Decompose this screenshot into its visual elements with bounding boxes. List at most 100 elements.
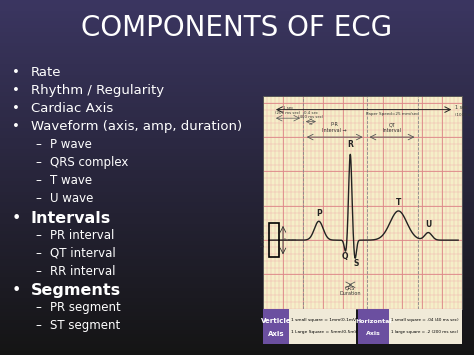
Text: S: S bbox=[354, 259, 359, 268]
Bar bbox=[0, 273, 474, 277]
Bar bbox=[0, 96, 474, 99]
Text: U: U bbox=[425, 220, 431, 229]
Text: P-R
Interval →: P-R Interval → bbox=[322, 122, 347, 133]
Bar bbox=[0, 227, 474, 231]
Bar bbox=[0, 217, 474, 220]
Bar bbox=[0, 241, 474, 245]
Text: –: – bbox=[36, 265, 41, 278]
Text: PR interval: PR interval bbox=[50, 229, 114, 242]
Bar bbox=[0, 185, 474, 188]
Bar bbox=[0, 348, 474, 351]
Bar bbox=[358, 309, 389, 344]
Text: 5 mm: 5 mm bbox=[284, 238, 296, 242]
Bar bbox=[0, 163, 474, 167]
Text: QRS complex: QRS complex bbox=[50, 156, 128, 169]
Text: T wave: T wave bbox=[50, 174, 92, 187]
Bar bbox=[0, 213, 474, 217]
Bar bbox=[0, 153, 474, 156]
Bar bbox=[0, 121, 474, 124]
Bar bbox=[0, 334, 474, 337]
Text: R: R bbox=[347, 140, 353, 149]
Text: Horizontal: Horizontal bbox=[356, 319, 392, 324]
Bar bbox=[0, 28, 474, 32]
Text: •: • bbox=[12, 84, 20, 97]
Text: –: – bbox=[36, 301, 41, 314]
Text: QRS
Duration: QRS Duration bbox=[339, 285, 361, 296]
Bar bbox=[0, 266, 474, 270]
Bar bbox=[0, 259, 474, 263]
Text: 1 small square = 1mm(0.1mV): 1 small square = 1mm(0.1mV) bbox=[291, 317, 357, 322]
Bar bbox=[0, 99, 474, 103]
Bar bbox=[0, 67, 474, 71]
Text: Axis: Axis bbox=[366, 331, 381, 336]
Text: PR segment: PR segment bbox=[50, 301, 120, 314]
Bar bbox=[0, 341, 474, 344]
Bar bbox=[0, 170, 474, 174]
Bar bbox=[0, 298, 474, 302]
Bar bbox=[0, 131, 474, 135]
Bar bbox=[0, 124, 474, 128]
Bar bbox=[0, 178, 474, 181]
Bar bbox=[0, 280, 474, 284]
Bar bbox=[0, 82, 474, 85]
Bar bbox=[0, 92, 474, 96]
Text: Q: Q bbox=[341, 252, 348, 261]
Bar bbox=[0, 138, 474, 142]
Bar bbox=[0, 128, 474, 131]
Bar bbox=[0, 316, 474, 320]
Bar bbox=[0, 11, 474, 14]
Bar bbox=[0, 188, 474, 192]
Bar bbox=[0, 0, 474, 4]
Text: COMPONENTS OF ECG: COMPONENTS OF ECG bbox=[82, 14, 392, 42]
Text: •: • bbox=[12, 211, 21, 225]
Bar bbox=[0, 36, 474, 39]
Bar bbox=[389, 309, 462, 344]
Text: P wave: P wave bbox=[50, 138, 91, 151]
Bar bbox=[0, 149, 474, 153]
Bar bbox=[0, 7, 474, 11]
Bar bbox=[0, 284, 474, 288]
Bar bbox=[0, 167, 474, 170]
Bar bbox=[0, 309, 474, 312]
Bar bbox=[0, 43, 474, 46]
Bar bbox=[0, 224, 474, 227]
Bar bbox=[0, 25, 474, 28]
Bar bbox=[0, 220, 474, 224]
Bar bbox=[0, 146, 474, 149]
Text: •: • bbox=[12, 283, 21, 298]
Bar bbox=[0, 351, 474, 355]
Bar bbox=[0, 302, 474, 305]
Bar bbox=[0, 75, 474, 78]
Bar bbox=[0, 14, 474, 18]
Bar bbox=[0, 312, 474, 316]
Bar bbox=[0, 231, 474, 234]
Text: RR interval: RR interval bbox=[50, 265, 115, 278]
Bar bbox=[0, 46, 474, 50]
Bar bbox=[0, 50, 474, 53]
Text: 1 sec
(200 ms sec): 1 sec (200 ms sec) bbox=[275, 106, 301, 115]
Bar bbox=[0, 135, 474, 138]
Bar bbox=[0, 327, 474, 330]
Bar bbox=[0, 4, 474, 7]
Text: Axis: Axis bbox=[268, 331, 284, 337]
Text: Rhythm / Regularity: Rhythm / Regularity bbox=[31, 84, 164, 97]
Bar bbox=[0, 337, 474, 341]
Text: •: • bbox=[12, 102, 20, 115]
Text: QT
Interval: QT Interval bbox=[383, 122, 402, 133]
Text: •: • bbox=[12, 120, 20, 133]
Bar bbox=[0, 181, 474, 185]
Text: Intervals: Intervals bbox=[31, 211, 111, 225]
Bar bbox=[0, 103, 474, 106]
Text: U wave: U wave bbox=[50, 192, 93, 206]
Bar bbox=[0, 57, 474, 60]
Bar bbox=[0, 263, 474, 266]
Bar bbox=[0, 114, 474, 117]
Bar bbox=[0, 245, 474, 248]
Bar bbox=[0, 85, 474, 89]
Bar bbox=[263, 309, 289, 344]
Text: –: – bbox=[36, 247, 41, 260]
Bar bbox=[0, 142, 474, 146]
Bar bbox=[0, 199, 474, 202]
Bar bbox=[0, 60, 474, 64]
Bar bbox=[0, 234, 474, 238]
